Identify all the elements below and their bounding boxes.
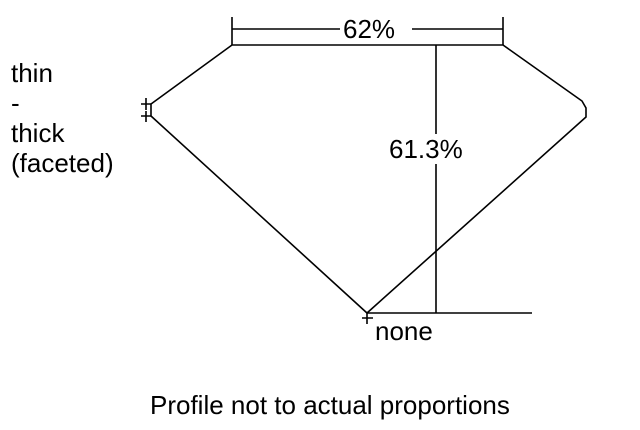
- footer-note: Profile not to actual proportions: [150, 390, 510, 420]
- depth-percentage-label: 61.3%: [389, 134, 463, 164]
- girdle-label: thin - thick (faceted): [11, 58, 114, 178]
- table-percentage-label: 62%: [343, 14, 396, 44]
- diamond-outline: [150, 44, 587, 315]
- girdle-label-line: thin: [11, 58, 53, 88]
- culet-label: none: [375, 316, 433, 346]
- girdle-label-line: thick: [11, 118, 65, 148]
- girdle-label-line: -: [11, 88, 20, 118]
- girdle-cross-marks: [141, 98, 151, 122]
- girdle-label-line: (faceted): [11, 148, 114, 178]
- culet-cross-mark: [362, 313, 373, 324]
